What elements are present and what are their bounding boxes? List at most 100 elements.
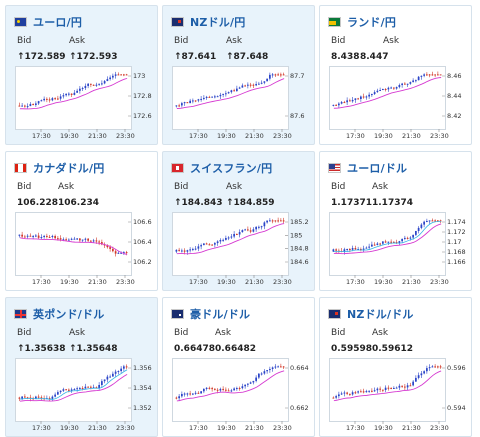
- rate-card-nzdusd[interactable]: NZドル/ドル Bid Ask 0.59598 0.59612 0.596 0.5…: [319, 297, 472, 437]
- y-tick-label: 1.356: [133, 364, 152, 372]
- candle-body: [21, 105, 23, 107]
- candle-body: [21, 234, 23, 237]
- pair-title[interactable]: ランド/円: [347, 16, 397, 29]
- candle-body: [266, 220, 268, 223]
- candle-body: [371, 390, 373, 392]
- candle-body: [76, 238, 78, 240]
- candle-body: [368, 94, 370, 97]
- candle-body: [181, 250, 183, 252]
- candle-body: [84, 386, 87, 389]
- ask-value: 1.17374: [372, 198, 413, 208]
- candle-body: [360, 249, 362, 251]
- candle-body: [95, 240, 98, 242]
- candle-body: [241, 386, 244, 389]
- moving-average-line: [19, 237, 128, 256]
- pair-title[interactable]: NZドル/円: [190, 16, 246, 29]
- candle-body: [271, 367, 274, 370]
- candle-body: [98, 241, 100, 243]
- y-tick-label: 8.46: [447, 72, 461, 80]
- candle-body: [101, 242, 103, 245]
- pair-title[interactable]: ユーロ/円: [33, 16, 83, 29]
- pair-title[interactable]: スイスフラン/円: [190, 162, 273, 175]
- candle-body: [194, 100, 197, 102]
- rate-card-gbpusd[interactable]: 英ポンド/ドル Bid Ask ↑1.35638 ↑1.35648 1.356 1…: [5, 297, 158, 437]
- candle-body: [21, 396, 23, 399]
- candle-body: [68, 239, 70, 241]
- candle-body: [398, 85, 401, 88]
- candle-body: [362, 248, 365, 250]
- candle-body: [431, 220, 434, 222]
- candle-body: [379, 90, 381, 92]
- candle-body: [260, 226, 263, 228]
- candle-body: [117, 371, 120, 373]
- candle-body: [271, 74, 274, 76]
- rate-card-cadjpy[interactable]: カナダドル/円 Bid Ask 106.228 106.234 106.6 106…: [5, 151, 158, 291]
- candle-body: [274, 74, 277, 76]
- rate-card-eurusd[interactable]: ユーロ/ドル Bid Ask 1.17371 1.17374 1.174 1.17…: [319, 151, 472, 291]
- candle-body: [70, 93, 73, 95]
- bid-value: 106.228: [17, 198, 58, 208]
- candle-body: [68, 93, 70, 95]
- candle-body: [114, 74, 117, 76]
- ask-value: ↑87.648: [226, 52, 269, 62]
- y-tick-label: 185: [290, 231, 302, 239]
- pair-title[interactable]: ユーロ/ドル: [347, 162, 408, 175]
- candle-body: [252, 380, 255, 383]
- candle-body: [415, 377, 417, 382]
- candle-body: [87, 83, 89, 86]
- x-tick-label: 19:30: [374, 132, 393, 140]
- candle-body: [227, 237, 230, 239]
- pair-title[interactable]: NZドル/ドル: [347, 308, 414, 321]
- candle-body: [230, 90, 233, 93]
- candle-body: [178, 105, 180, 107]
- candle-body: [395, 387, 398, 389]
- candle-body: [98, 384, 100, 389]
- card-header: 豪ドル/ドル: [171, 306, 250, 322]
- pair-title[interactable]: カナダドル/円: [33, 162, 105, 175]
- candle-body: [120, 74, 122, 76]
- candle-body: [57, 98, 59, 100]
- candle-body: [79, 388, 81, 390]
- candle-body: [343, 102, 346, 104]
- candle-body: [238, 87, 241, 89]
- candle-body: [178, 249, 180, 251]
- candle-body: [92, 240, 95, 242]
- candle-body: [349, 393, 351, 395]
- ask-label: Ask: [69, 36, 86, 46]
- nz-flag-icon: [171, 17, 184, 27]
- candle-body: [192, 393, 194, 395]
- candle-body: [205, 243, 208, 245]
- candle-body: [225, 93, 227, 95]
- pair-title[interactable]: 英ポンド/ドル: [33, 308, 105, 321]
- candle-body: [376, 90, 379, 93]
- rate-card-eurjpy[interactable]: ユーロ/円 Bid Ask ↑172.589 ↑172.593 173 172.8…: [5, 5, 158, 145]
- candle-body: [112, 75, 114, 78]
- rate-card-chfjpy[interactable]: スイスフラン/円 Bid Ask ↑184.843 ↑184.859 185.2…: [162, 151, 315, 291]
- candle-body: [103, 81, 106, 84]
- pair-title[interactable]: 豪ドル/ドル: [190, 308, 251, 321]
- y-tick-label: 1.168: [447, 248, 466, 256]
- candle-body: [255, 226, 257, 230]
- candle-body: [401, 83, 403, 86]
- candle-body: [269, 220, 271, 222]
- candle-body: [194, 248, 197, 250]
- x-tick-label: 17:30: [346, 278, 365, 286]
- candle-body: [357, 98, 359, 100]
- candle-body: [114, 251, 117, 254]
- candle-body: [123, 252, 125, 254]
- rate-card-audusd[interactable]: 豪ドル/ドル Bid Ask 0.66478 0.66482 0.664 0.66…: [162, 297, 315, 437]
- candle-body: [183, 393, 186, 395]
- bid-label: Bid: [174, 328, 189, 338]
- card-header: ユーロ/ドル: [328, 160, 407, 176]
- x-tick-label: 23:30: [430, 132, 449, 140]
- candle-body: [112, 373, 114, 377]
- candle-body: [43, 235, 45, 238]
- rate-card-zarjpy[interactable]: ランド/円 Bid Ask 8.438 8.447 8.46 8.44 8.42 17…: [319, 5, 472, 145]
- candle-body: [434, 74, 436, 76]
- candle-body: [37, 396, 40, 398]
- x-tick-label: 21:30: [402, 424, 421, 432]
- candle-body: [236, 88, 238, 92]
- candle-body: [18, 105, 21, 107]
- rate-card-nzdjpy[interactable]: NZドル/円 Bid Ask ↑87.641 ↑87.648 87.7 87.6 1…: [162, 5, 315, 145]
- x-tick-label: 23:30: [430, 278, 449, 286]
